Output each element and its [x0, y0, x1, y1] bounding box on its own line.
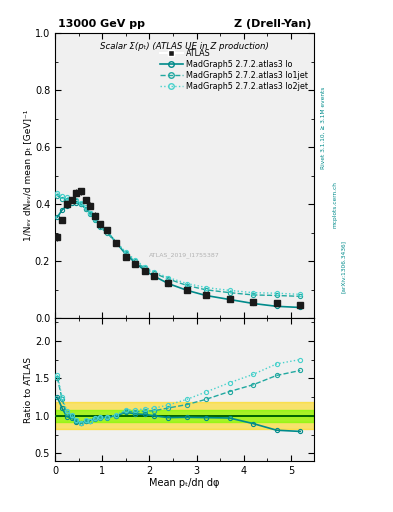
- Text: Scalar Σ(pₜ) (ATLAS UE in Z production): Scalar Σ(pₜ) (ATLAS UE in Z production): [100, 42, 269, 51]
- Y-axis label: Ratio to ATLAS: Ratio to ATLAS: [24, 356, 33, 422]
- Text: 13000 GeV pp: 13000 GeV pp: [58, 19, 145, 29]
- Legend: ATLAS, MadGraph5 2.7.2.atlas3 lo, MadGraph5 2.7.2.atlas3 lo1jet, MadGraph5 2.7.2: ATLAS, MadGraph5 2.7.2.atlas3 lo, MadGra…: [160, 49, 308, 91]
- Text: mcplots.cern.ch: mcplots.cern.ch: [332, 181, 337, 228]
- Text: Z (Drell-Yan): Z (Drell-Yan): [235, 19, 312, 29]
- Text: ATLAS_2019_I1755387: ATLAS_2019_I1755387: [149, 253, 220, 259]
- Text: Rivet 3.1.10, ≥ 3.1M events: Rivet 3.1.10, ≥ 3.1M events: [320, 87, 325, 169]
- X-axis label: Mean pₜ/dη dφ: Mean pₜ/dη dφ: [149, 478, 220, 488]
- Text: [arXiv:1306.3436]: [arXiv:1306.3436]: [341, 240, 346, 293]
- Y-axis label: 1/Nₑᵥ dNₑᵥ/d mean pₜ [GeV]⁻¹: 1/Nₑᵥ dNₑᵥ/d mean pₜ [GeV]⁻¹: [24, 110, 33, 242]
